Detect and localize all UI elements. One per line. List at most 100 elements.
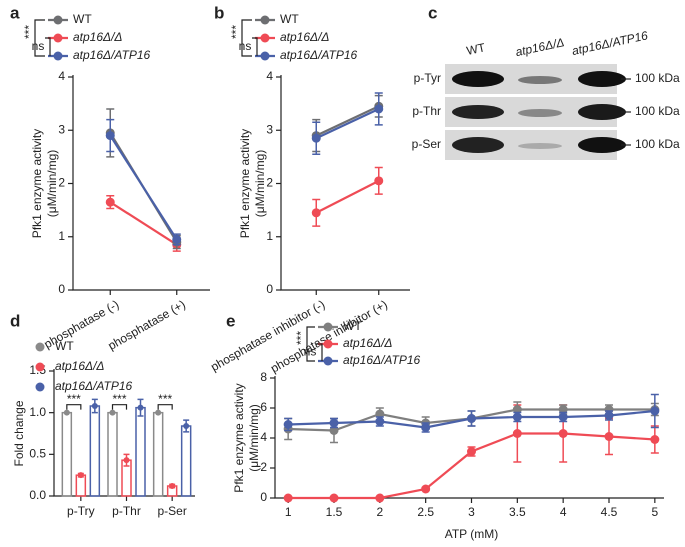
point [329, 418, 339, 428]
legend-marker [35, 362, 45, 372]
sig-bracket [111, 404, 128, 410]
y-tick-label: 0 [58, 282, 65, 296]
y-tick-label: 2 [266, 176, 273, 190]
point [283, 493, 293, 503]
bar [89, 405, 101, 497]
lane-label: atp16Δ/ATP16 [571, 28, 650, 58]
sig-bracket [306, 326, 323, 362]
legend-label: atp16Δ/ATP16 [343, 353, 421, 367]
y-tick-label: 2 [58, 176, 65, 190]
sig-label: *** [112, 392, 126, 406]
y-tick-label: 2 [260, 460, 267, 474]
bar-dot [183, 423, 190, 429]
x-tick-label: 2 [376, 505, 383, 519]
x-tick-label: 2.5 [417, 505, 434, 519]
point [467, 447, 476, 456]
y-tick-label: 4 [58, 69, 65, 83]
point [558, 412, 568, 422]
bar [180, 425, 192, 497]
y-tick-label: 3 [58, 122, 65, 136]
y-tick-label: 0.5 [29, 447, 46, 461]
x-tick-label: p-Thr [112, 504, 141, 518]
legend-marker [35, 342, 45, 352]
band [518, 76, 562, 84]
series-line [109, 201, 178, 246]
x-tick-label: 4 [560, 505, 567, 519]
y-tick-label: 0 [260, 490, 267, 504]
sig-bracket [66, 404, 82, 410]
x-tick-label: 4.5 [601, 505, 618, 519]
sig-label: *** [67, 392, 81, 406]
marker-label: 100 kDa [635, 104, 680, 118]
sig-label: ns [32, 39, 45, 53]
point [374, 176, 384, 186]
legend-marker [260, 51, 270, 61]
bar-dot [123, 457, 130, 464]
legend-label: atp16Δ/Δ [280, 30, 329, 44]
x-tick-label: 5 [651, 505, 658, 519]
panel-letter: e [226, 311, 235, 330]
point [604, 411, 614, 420]
lane-label: WT [465, 40, 487, 58]
sig-label: *** [229, 25, 243, 39]
panel-letter: a [10, 3, 20, 22]
band [518, 143, 562, 149]
legend-marker [53, 51, 63, 61]
legend-label: atp16Δ/ATP16 [73, 48, 151, 62]
point [421, 484, 431, 494]
lane-label: atp16Δ/Δ [514, 35, 565, 59]
y-axis-label: (μM/min/mg) [247, 404, 261, 472]
point [604, 432, 614, 441]
y-tick-label: 0 [266, 282, 273, 296]
sig-label: *** [22, 25, 36, 39]
point [105, 197, 115, 207]
point [375, 417, 385, 426]
y-axis-label: Pfk1 enzyme activity [232, 383, 246, 492]
legend-label: atp16Δ/Δ [73, 30, 122, 44]
point [105, 131, 115, 141]
band [452, 71, 504, 87]
x-axis-label: ATP (mM) [445, 527, 499, 541]
point [172, 234, 182, 244]
series-line [288, 432, 655, 500]
bar-dot [169, 483, 176, 489]
band [578, 104, 626, 120]
y-tick-label: 4 [266, 69, 273, 83]
bar-dot [137, 404, 144, 411]
sig-label: *** [158, 392, 172, 406]
y-axis-label: Pfk1 enzyme activity [238, 129, 252, 238]
point [467, 414, 476, 423]
legend-label: WT [343, 319, 362, 333]
series-line [315, 105, 380, 137]
legend-label: atp16Δ/Δ [55, 359, 104, 373]
x-tick-label: p-Try [67, 504, 95, 518]
bar [75, 474, 87, 497]
legend-label: atp16Δ/Δ [343, 336, 392, 350]
y-axis-label: Pfk1 enzyme activity [30, 129, 44, 238]
axis-line [280, 75, 410, 291]
y-tick-label: 4 [260, 430, 267, 444]
row-label: p-Tyr [414, 71, 441, 85]
x-tick-label: 3.5 [509, 505, 526, 519]
y-tick-label: 3 [266, 122, 273, 136]
x-tick-label: 3 [468, 505, 475, 519]
legend-marker [323, 339, 333, 349]
band [452, 137, 504, 153]
bar [152, 411, 164, 497]
sig-bracket [34, 19, 51, 57]
marker-label: 100 kDa [635, 137, 680, 151]
legend-label: WT [55, 339, 74, 353]
point [374, 104, 384, 114]
marker-label: 100 kDa [635, 71, 680, 85]
legend-label: atp16Δ/ATP16 [55, 379, 133, 393]
x-tick-label: 1 [285, 505, 292, 519]
legend-marker [260, 33, 270, 43]
series-line [315, 107, 380, 140]
bar [135, 406, 146, 497]
bar-dot [77, 472, 84, 479]
legend-marker [53, 33, 63, 43]
band [578, 137, 626, 153]
y-axis-label: (μM/min/mg) [45, 150, 59, 218]
y-tick-label: 1 [266, 229, 273, 243]
